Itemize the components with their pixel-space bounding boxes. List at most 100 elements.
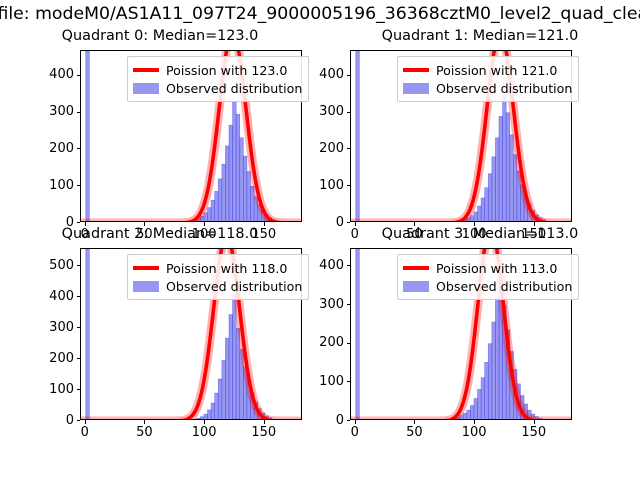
legend-label-observed: Observed distribution — [166, 278, 303, 294]
y-tick-label: 200 — [49, 350, 74, 366]
y-tick-label: 400 — [319, 67, 344, 83]
legend-patch-swatch — [403, 82, 429, 94]
subplot-quadrant-1: Quadrant 1: Median=121.0 0 100 200 300 400 0 5… — [319, 28, 640, 248]
histogram-bars — [85, 51, 280, 221]
y-tick — [76, 185, 80, 187]
legend-quadrant-3[interactable]: Poission with 113.0 Observed distribution — [397, 254, 580, 300]
legend-entry-poisson: Poission with 121.0 — [403, 61, 572, 79]
y-tick — [76, 296, 80, 298]
y-tick-label: 300 — [49, 104, 74, 120]
legend-line-swatch — [403, 68, 429, 72]
legend-quadrant-0[interactable]: Poission with 123.0 Observed distribution — [127, 56, 310, 102]
y-tick-label: 100 — [319, 373, 344, 389]
legend-quadrant-1[interactable]: Poission with 121.0 Observed distribution — [397, 56, 580, 102]
poisson-curve — [183, 51, 282, 221]
legend-entry-observed: Observed distribution — [133, 277, 302, 295]
legend-label-poisson: Poission with 118.0 — [166, 260, 288, 276]
x-tick-label: 50 — [136, 425, 153, 440]
x-tick — [84, 222, 86, 226]
plot-svg-quadrant-1 — [351, 51, 571, 221]
legend-quadrant-2[interactable]: Poission with 118.0 Observed distribution — [127, 254, 310, 300]
x-tick — [354, 420, 356, 424]
y-tick — [76, 265, 80, 267]
plot-svg-quadrant-0 — [81, 51, 301, 221]
x-tick — [474, 222, 476, 226]
y-tick-label: 400 — [49, 288, 74, 304]
y-tick — [346, 222, 350, 223]
x-tick — [144, 420, 146, 424]
x-tick — [414, 222, 416, 226]
x-tick — [354, 222, 356, 226]
x-tick — [474, 420, 476, 424]
y-tick-label: 0 — [335, 412, 344, 428]
legend-line-swatch — [133, 266, 159, 270]
y-tick — [76, 222, 80, 223]
subplot-title-quadrant-1: Quadrant 1: Median=121.0 — [381, 28, 579, 44]
x-tick — [204, 420, 206, 424]
plot-area-quadrant-2 — [81, 249, 301, 419]
legend-patch-swatch — [133, 82, 159, 94]
y-tick-label: 100 — [319, 177, 344, 193]
y-tick-label: 300 — [319, 296, 344, 312]
y-tick-label: 0 — [65, 214, 74, 230]
subplot-quadrant-2: Quadrant 2: Median=118.0 0 100 200 300 400 50… — [0, 226, 320, 480]
figure-suptitle: n file: modeM0/AS1A11_097T24_9000005196_… — [0, 4, 640, 24]
poisson-curve — [443, 249, 538, 419]
legend-label-poisson: Poission with 123.0 — [166, 62, 288, 78]
plot-area-quadrant-1 — [351, 51, 571, 221]
legend-entry-observed: Observed distribution — [403, 277, 572, 295]
x-tick — [533, 222, 535, 226]
legend-line-swatch — [133, 68, 159, 72]
x-tick-label: 50 — [406, 425, 423, 440]
y-tick-label: 400 — [49, 67, 74, 83]
x-tick-label: 0 — [350, 227, 359, 242]
y-tick — [76, 327, 80, 329]
y-tick — [346, 381, 350, 383]
legend-entry-observed: Observed distribution — [133, 79, 302, 97]
x-tick-label: 150 — [251, 227, 277, 242]
y-tick — [76, 74, 80, 76]
legend-label-poisson: Poission with 113.0 — [436, 260, 558, 276]
subplot-title-quadrant-0: Quadrant 0: Median=123.0 — [61, 28, 259, 44]
plot-svg-quadrant-3 — [351, 249, 571, 419]
legend-entry-poisson: Poission with 123.0 — [133, 61, 302, 79]
legend-label-observed: Observed distribution — [436, 278, 573, 294]
x-tick — [263, 420, 265, 424]
x-tick — [414, 420, 416, 424]
x-tick-label: 150 — [521, 227, 547, 242]
legend-label-observed: Observed distribution — [166, 80, 303, 96]
y-tick — [76, 358, 80, 360]
legend-line-swatch — [403, 266, 429, 270]
x-tick — [204, 222, 206, 226]
y-tick — [346, 185, 350, 187]
legend-entry-observed: Observed distribution — [403, 79, 572, 97]
x-tick — [533, 420, 535, 424]
x-tick-label: 0 — [80, 425, 89, 440]
x-tick-label: 100 — [461, 227, 487, 242]
y-tick — [76, 148, 80, 150]
legend-entry-poisson: Poission with 113.0 — [403, 259, 572, 277]
x-tick-label: 150 — [521, 425, 547, 440]
subplot-quadrant-0: Quadrant 0: Median=123.0 0 100 200 300 400 0 5… — [0, 28, 320, 248]
x-tick-label: 50 — [136, 227, 153, 242]
y-tick — [346, 420, 350, 421]
y-tick — [346, 265, 350, 267]
x-tick-label: 100 — [191, 425, 217, 440]
legend-label-observed: Observed distribution — [436, 80, 573, 96]
y-tick-label: 200 — [319, 335, 344, 351]
y-tick-label: 100 — [49, 177, 74, 193]
y-tick — [76, 389, 80, 391]
y-tick-label: 200 — [49, 140, 74, 156]
x-tick — [263, 222, 265, 226]
poisson-curve — [178, 249, 275, 419]
histogram-bars — [85, 249, 276, 419]
y-tick — [346, 74, 350, 76]
y-tick-label: 400 — [319, 257, 344, 273]
x-tick-label: 0 — [80, 227, 89, 242]
x-tick-label: 100 — [461, 425, 487, 440]
subplot-title-quadrant-2: Quadrant 2: Median=118.0 — [61, 226, 259, 242]
y-tick-label: 500 — [49, 257, 74, 273]
plot-area-quadrant-0 — [81, 51, 301, 221]
y-tick-label: 300 — [49, 319, 74, 335]
y-tick — [346, 342, 350, 344]
